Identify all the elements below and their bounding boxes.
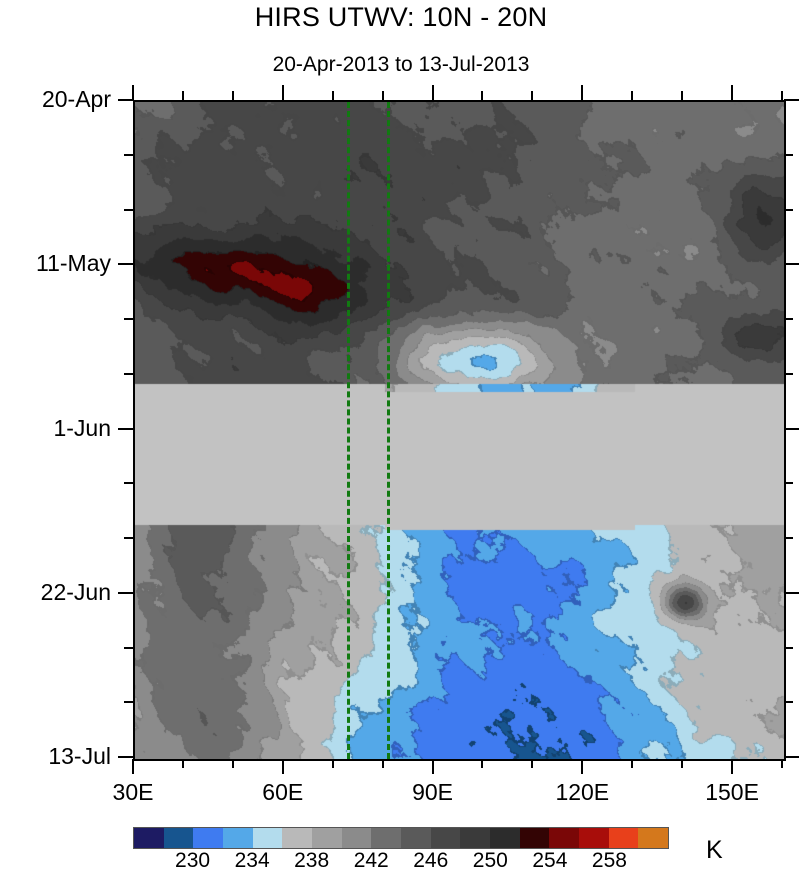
- colorbar-swatch: [401, 828, 431, 848]
- y-tick-major-right: [784, 756, 799, 758]
- y-tick-minor: [124, 318, 133, 320]
- colorbar-swatch: [460, 828, 491, 848]
- y-tick-minor: [124, 372, 133, 375]
- y-tick-major-right: [784, 591, 799, 594]
- colorbar-swatch: [252, 828, 283, 848]
- colorbar-swatch: [163, 828, 194, 848]
- x-tick-minor-top: [331, 91, 334, 100]
- y-axis-label: 22-Jun: [40, 578, 111, 605]
- y-tick-minor: [124, 646, 133, 649]
- y-tick-minor: [124, 701, 133, 704]
- hovmoller-plot-area: [133, 100, 786, 761]
- y-tick-major-right: [784, 427, 799, 430]
- x-tick-minor-top: [681, 91, 684, 100]
- y-axis-label: 1-Jun: [53, 414, 111, 441]
- colorbar-tick-label: 234: [234, 849, 270, 872]
- colorbar-tick-label: 246: [413, 849, 449, 872]
- x-tick-minor: [231, 759, 234, 768]
- colorbar-swatch: [549, 828, 580, 848]
- x-tick-minor: [381, 759, 384, 768]
- x-tick-major-top: [581, 85, 584, 100]
- x-axis-label: 150E: [705, 779, 759, 805]
- y-tick-minor-right: [784, 537, 793, 539]
- y-tick-major-right: [784, 99, 799, 101]
- x-tick-minor: [481, 759, 484, 768]
- x-tick-minor: [181, 759, 184, 768]
- x-tick-minor-top: [481, 91, 484, 100]
- y-tick-minor: [124, 153, 133, 156]
- x-tick-minor-top: [631, 91, 634, 100]
- x-tick-minor: [331, 759, 334, 768]
- x-tick-major-top: [731, 85, 734, 100]
- y-tick-major: [118, 99, 133, 101]
- x-tick-major: [431, 759, 434, 774]
- x-tick-major: [731, 759, 734, 774]
- colorbar-tick-label: 254: [532, 849, 568, 872]
- x-tick-major: [281, 759, 284, 774]
- x-axis-label: 120E: [555, 779, 610, 805]
- x-tick-major-top: [281, 85, 284, 100]
- y-tick-major: [118, 756, 133, 758]
- x-tick-minor-top: [381, 91, 384, 100]
- x-axis-label: 30E: [112, 779, 154, 805]
- y-tick-minor-right: [784, 372, 793, 375]
- x-tick-minor: [781, 759, 783, 768]
- colorbar-swatch: [312, 828, 342, 848]
- x-tick-minor: [531, 759, 534, 768]
- y-tick-minor-right: [784, 701, 793, 704]
- y-tick-minor-right: [784, 646, 793, 649]
- y-tick-minor-right: [784, 153, 793, 156]
- x-tick-major: [132, 759, 134, 774]
- x-tick-major: [581, 759, 584, 774]
- colorbar-swatch: [490, 828, 520, 848]
- colorbar-swatch: [193, 828, 224, 848]
- y-tick-major: [118, 427, 133, 430]
- colorbar-swatch: [608, 828, 639, 848]
- x-tick-major-top: [132, 85, 134, 100]
- colorbar-swatch: [638, 828, 669, 848]
- y-tick-minor: [124, 537, 133, 539]
- colorbar: [133, 827, 669, 849]
- y-tick-major: [118, 263, 133, 266]
- colorbar-swatch: [282, 828, 313, 848]
- y-axis-label: 11-May: [36, 250, 111, 277]
- x-tick-minor-top: [181, 91, 184, 100]
- colorbar-tick-label: 242: [353, 849, 389, 872]
- y-tick-major-right: [784, 263, 799, 266]
- page-subtitle: 20-Apr-2013 to 13-Jul-2013: [272, 53, 530, 76]
- y-tick-major: [118, 591, 133, 594]
- x-tick-minor-top: [231, 91, 234, 100]
- colorbar-swatch: [134, 828, 164, 848]
- y-tick-minor: [124, 208, 133, 211]
- y-tick-minor-right: [784, 318, 793, 320]
- colorbar-swatch: [579, 828, 609, 848]
- x-axis-label: 60E: [262, 779, 304, 805]
- contour-field-canvas: [135, 102, 784, 759]
- x-axis-label: 90E: [412, 779, 453, 805]
- y-axis-label: 20-Apr: [41, 86, 111, 112]
- x-tick-major-top: [431, 85, 434, 100]
- colorbar-tick-label: 258: [591, 849, 627, 872]
- x-tick-minor: [631, 759, 634, 768]
- colorbar-swatch: [519, 828, 550, 848]
- colorbar-tick-label: 230: [175, 849, 211, 872]
- colorbar-tick-label: 238: [294, 849, 330, 872]
- x-tick-minor-top: [531, 91, 534, 100]
- colorbar-swatch: [371, 828, 402, 848]
- page-title: HIRS UTWV: 10N - 20N: [254, 2, 548, 32]
- y-tick-minor-right: [784, 208, 793, 211]
- colorbar-swatch: [223, 828, 253, 848]
- y-axis-label: 13-Jul: [48, 743, 111, 769]
- colorbar-tick-label: 250: [472, 849, 508, 872]
- x-tick-minor: [681, 759, 684, 768]
- colorbar-swatch: [430, 828, 461, 848]
- y-tick-minor: [124, 482, 133, 485]
- y-tick-minor-right: [784, 482, 793, 485]
- colorbar-swatch: [341, 828, 372, 848]
- colorbar-unit-label: K: [706, 836, 723, 864]
- x-tick-minor-top: [781, 91, 783, 100]
